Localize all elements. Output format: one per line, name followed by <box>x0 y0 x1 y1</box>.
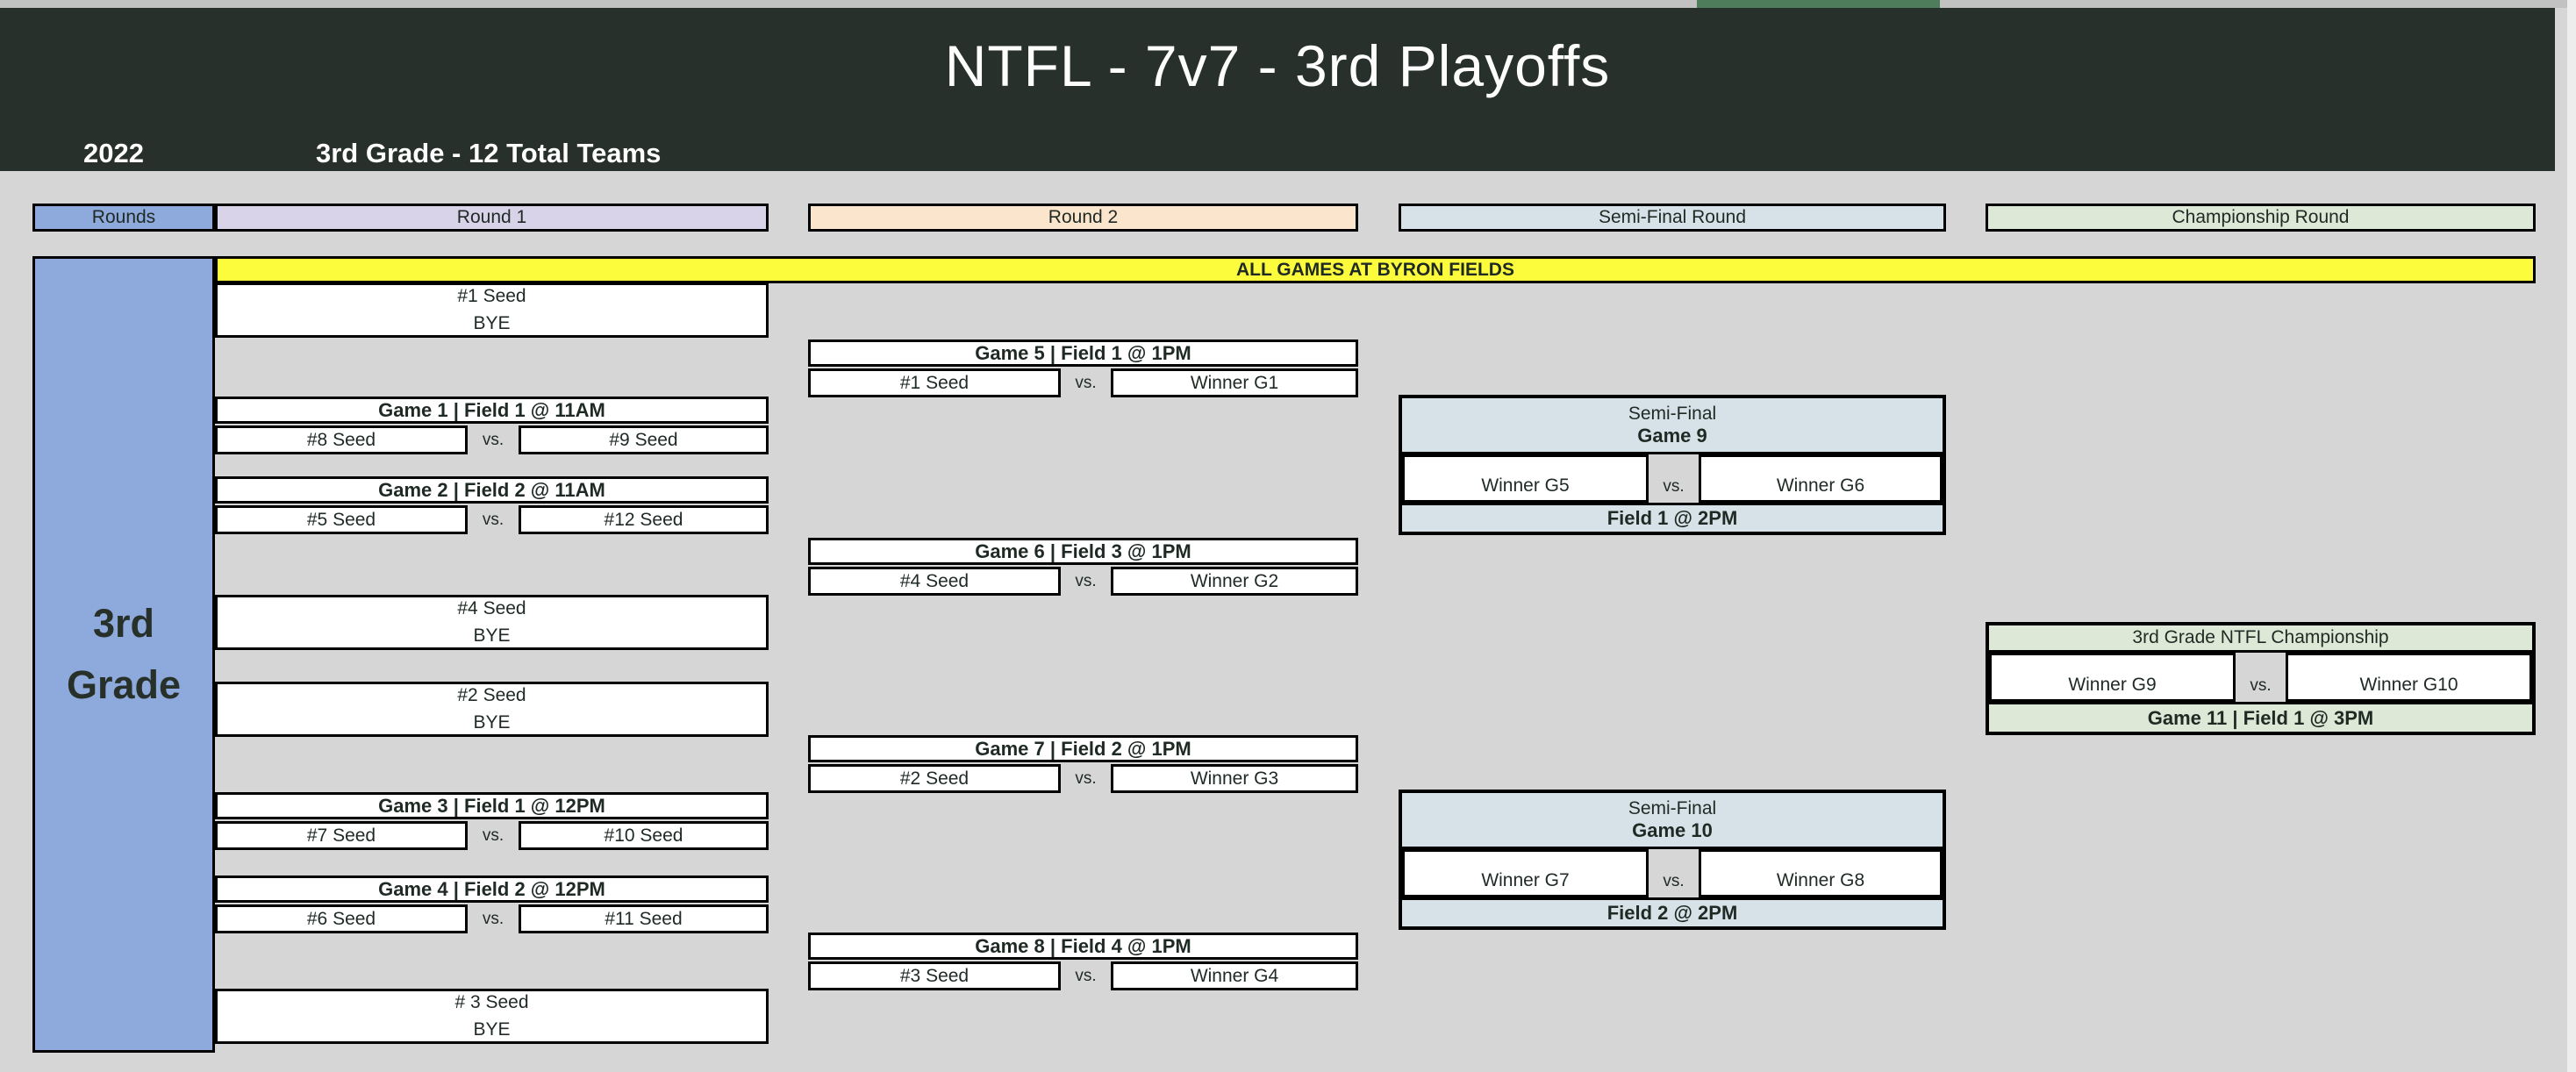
bye-seed: #2 Seed <box>457 685 526 706</box>
column-header-semifinal: Semi-Final Round <box>1399 204 1946 232</box>
semifinal-label: Semi-Final <box>1628 797 1717 818</box>
game8-vs-label: vs. <box>1075 966 1097 985</box>
game10-home-team: Winner G7 <box>1402 849 1649 897</box>
grade-teams-label: 3rd Grade - 12 Total Teams <box>316 138 662 168</box>
bye-box-seed3: # 3 Seed BYE <box>215 989 769 1044</box>
game10-vs-label: vs. <box>1649 849 1699 897</box>
game11-away-team: Winner G10 <box>2286 653 2532 702</box>
division-sidebar: 3rd Grade <box>32 256 215 1053</box>
game11-home-team: Winner G9 <box>1989 653 2236 702</box>
semifinal-game9-header: Semi-Final Game 9 <box>1402 398 1943 454</box>
right-gutter <box>2567 0 2576 1072</box>
game1-title: Game 1 | Field 1 @ 11AM <box>215 397 769 424</box>
game1-away-team: #9 Seed <box>519 425 769 454</box>
game7-title: Game 7 | Field 2 @ 1PM <box>808 735 1358 762</box>
game10-away-team: Winner G8 <box>1699 849 1943 897</box>
semifinal-label: Semi-Final <box>1628 403 1717 424</box>
top-strip-green-segment <box>1697 0 1940 8</box>
semifinal-game9-footer: Field 1 @ 2PM <box>1402 503 1943 532</box>
game3-title: Game 3 | Field 1 @ 12PM <box>215 792 769 819</box>
bye-note: BYE <box>473 1018 511 1040</box>
game8-home-team: #3 Seed <box>808 961 1061 990</box>
page-title: NTFL - 7v7 - 3rd Playoffs <box>944 33 1611 98</box>
bye-note: BYE <box>473 312 511 333</box>
game2-away-team: #12 Seed <box>519 505 769 534</box>
game11-vs-label: vs. <box>2236 653 2286 702</box>
game8-away-team: Winner G4 <box>1111 961 1358 990</box>
semifinal-game10-footer: Field 2 @ 2PM <box>1402 897 1943 926</box>
bye-note: BYE <box>473 625 511 646</box>
bye-note: BYE <box>473 711 511 733</box>
location-banner: ALL GAMES AT BYRON FIELDS <box>215 256 2536 283</box>
game8-title: Game 8 | Field 4 @ 1PM <box>808 933 1358 960</box>
semifinal-game-number: Game 10 <box>1632 818 1713 841</box>
bye-box-seed4: #4 Seed BYE <box>215 595 769 650</box>
game9-vs-label: vs. <box>1649 454 1699 503</box>
game5-vs-label: vs. <box>1075 373 1097 392</box>
game5-home-team: #1 Seed <box>808 368 1061 397</box>
championship-header: 3rd Grade NTFL Championship <box>1989 625 2532 653</box>
semifinal-game9-matchup: Winner G5 vs. Winner G6 <box>1402 454 1943 503</box>
game3-vs-label: vs. <box>482 825 504 845</box>
game1-vs-label: vs. <box>482 430 504 449</box>
column-header-round1: Round 1 <box>215 204 769 232</box>
game1-home-team: #8 Seed <box>215 425 468 454</box>
game5-away-team: Winner G1 <box>1111 368 1358 397</box>
game4-away-team: #11 Seed <box>519 904 769 933</box>
game4-title: Game 4 | Field 2 @ 12PM <box>215 875 769 903</box>
game6-vs-label: vs. <box>1075 571 1097 590</box>
bye-seed: #4 Seed <box>457 598 526 619</box>
semifinal-game10-matchup: Winner G7 vs. Winner G8 <box>1402 849 1943 897</box>
division-line1: 3rd <box>92 601 155 647</box>
column-header-rounds: Rounds <box>32 204 215 232</box>
game2-vs-label: vs. <box>482 510 504 529</box>
semifinal-game-number: Game 9 <box>1637 424 1707 447</box>
game5-title: Game 5 | Field 1 @ 1PM <box>808 339 1358 367</box>
bye-box-seed2: #2 Seed BYE <box>215 682 769 737</box>
column-header-championship: Championship Round <box>1986 204 2536 232</box>
column-header-round2: Round 2 <box>808 204 1358 232</box>
game7-vs-label: vs. <box>1075 768 1097 788</box>
game9-away-team: Winner G6 <box>1699 454 1943 503</box>
game9-home-team: Winner G5 <box>1402 454 1649 503</box>
game2-title: Game 2 | Field 2 @ 11AM <box>215 476 769 504</box>
championship-footer: Game 11 | Field 1 @ 3PM <box>1989 702 2532 732</box>
game6-away-team: Winner G2 <box>1111 567 1358 596</box>
game6-home-team: #4 Seed <box>808 567 1061 596</box>
bye-seed: #1 Seed <box>457 286 526 307</box>
year-label: 2022 <box>83 138 144 168</box>
game4-vs-label: vs. <box>482 909 504 928</box>
semifinal-game10-box: Semi-Final Game 10 Winner G7 vs. Winner … <box>1399 790 1946 930</box>
top-strip <box>0 0 2576 8</box>
division-line2: Grade <box>66 662 182 707</box>
masthead: NTFL - 7v7 - 3rd Playoffs 2022 3rd Grade… <box>0 8 2555 171</box>
bye-box-seed1: #1 Seed BYE <box>215 282 769 338</box>
bye-seed: # 3 Seed <box>454 992 529 1013</box>
game4-home-team: #6 Seed <box>215 904 468 933</box>
game6-title: Game 6 | Field 3 @ 1PM <box>808 538 1358 565</box>
game3-away-team: #10 Seed <box>519 821 769 850</box>
game7-home-team: #2 Seed <box>808 764 1061 793</box>
semifinal-game9-box: Semi-Final Game 9 Winner G5 vs. Winner G… <box>1399 395 1946 535</box>
championship-matchup: Winner G9 vs. Winner G10 <box>1989 653 2532 702</box>
game3-home-team: #7 Seed <box>215 821 468 850</box>
game7-away-team: Winner G3 <box>1111 764 1358 793</box>
game2-home-team: #5 Seed <box>215 505 468 534</box>
championship-box: 3rd Grade NTFL Championship Winner G9 vs… <box>1986 622 2536 735</box>
semifinal-game10-header: Semi-Final Game 10 <box>1402 793 1943 849</box>
